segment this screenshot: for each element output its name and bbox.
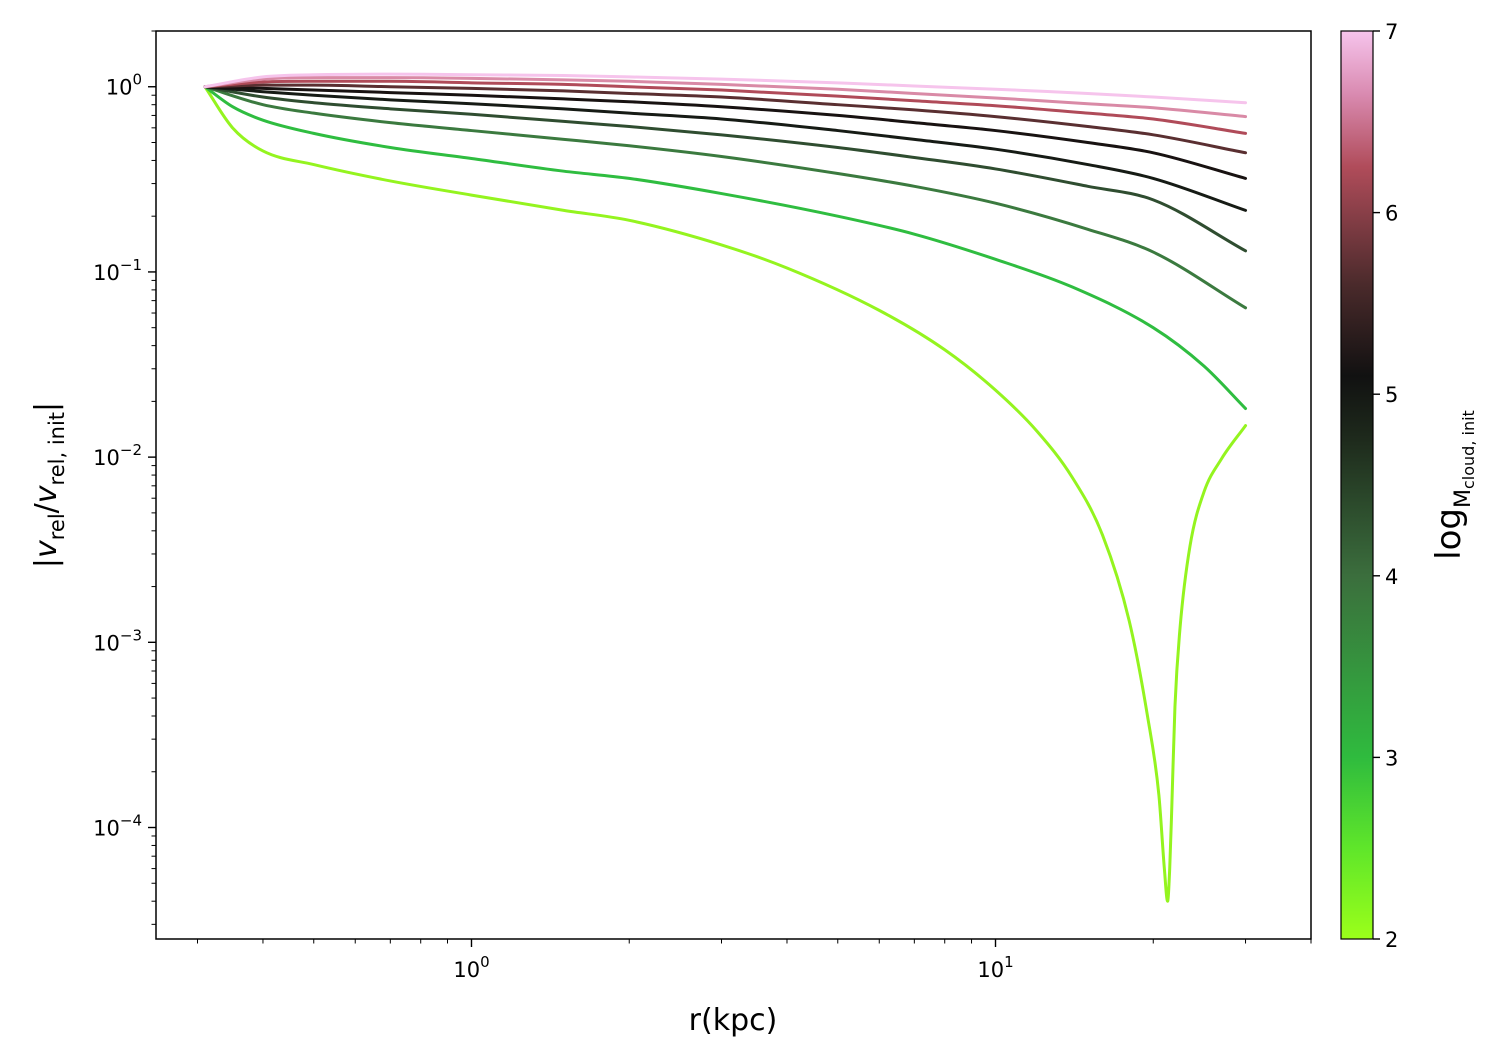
plot-frame [155, 30, 1312, 940]
series-layer [203, 72, 1248, 903]
x-axis-ticks [196, 939, 1312, 947]
y-tick-label: 10−3 [93, 626, 142, 655]
y-axis-ticks [148, 30, 156, 925]
colorbar-tick-label: 4 [1385, 565, 1398, 589]
y-tick-label: 10−2 [93, 441, 142, 470]
y-axis-title: |vrel/vrel, init| [29, 402, 69, 568]
series-line-0 [203, 85, 1248, 903]
x-tick-labels: 100 101 [453, 953, 1013, 982]
colorbar-tick-label: 7 [1385, 20, 1398, 44]
x-tick-label: 100 [453, 953, 489, 982]
colorbar-tick-label: 5 [1385, 383, 1398, 407]
series-line-3 [203, 85, 1248, 253]
series-line-2 [203, 85, 1248, 310]
series-line-9 [203, 72, 1248, 105]
colorbar [1340, 30, 1374, 940]
colorbar-ticks: 2 3 4 5 6 7 [1373, 20, 1398, 952]
y-tick-label: 100 [106, 71, 142, 100]
colorbar-title: logMcloud, init [1429, 410, 1478, 560]
series-line-1 [203, 85, 1248, 411]
series-line-5 [203, 85, 1248, 180]
y-tick-label: 10−4 [93, 812, 142, 841]
series-line-7 [203, 79, 1248, 135]
series-line-6 [203, 83, 1248, 155]
colorbar-tick-label: 6 [1385, 202, 1398, 226]
y-tick-label: 10−1 [93, 256, 142, 285]
x-tick-label: 101 [977, 953, 1013, 982]
y-tick-labels: 100 10−1 10−2 10−3 10−4 [93, 71, 142, 841]
series-line-8 [203, 76, 1248, 119]
series-line-4 [203, 85, 1248, 212]
x-axis-title: r(kpc) [689, 1003, 778, 1038]
colorbar-tick-label: 3 [1385, 746, 1398, 770]
colorbar-tick-label: 2 [1385, 928, 1398, 952]
